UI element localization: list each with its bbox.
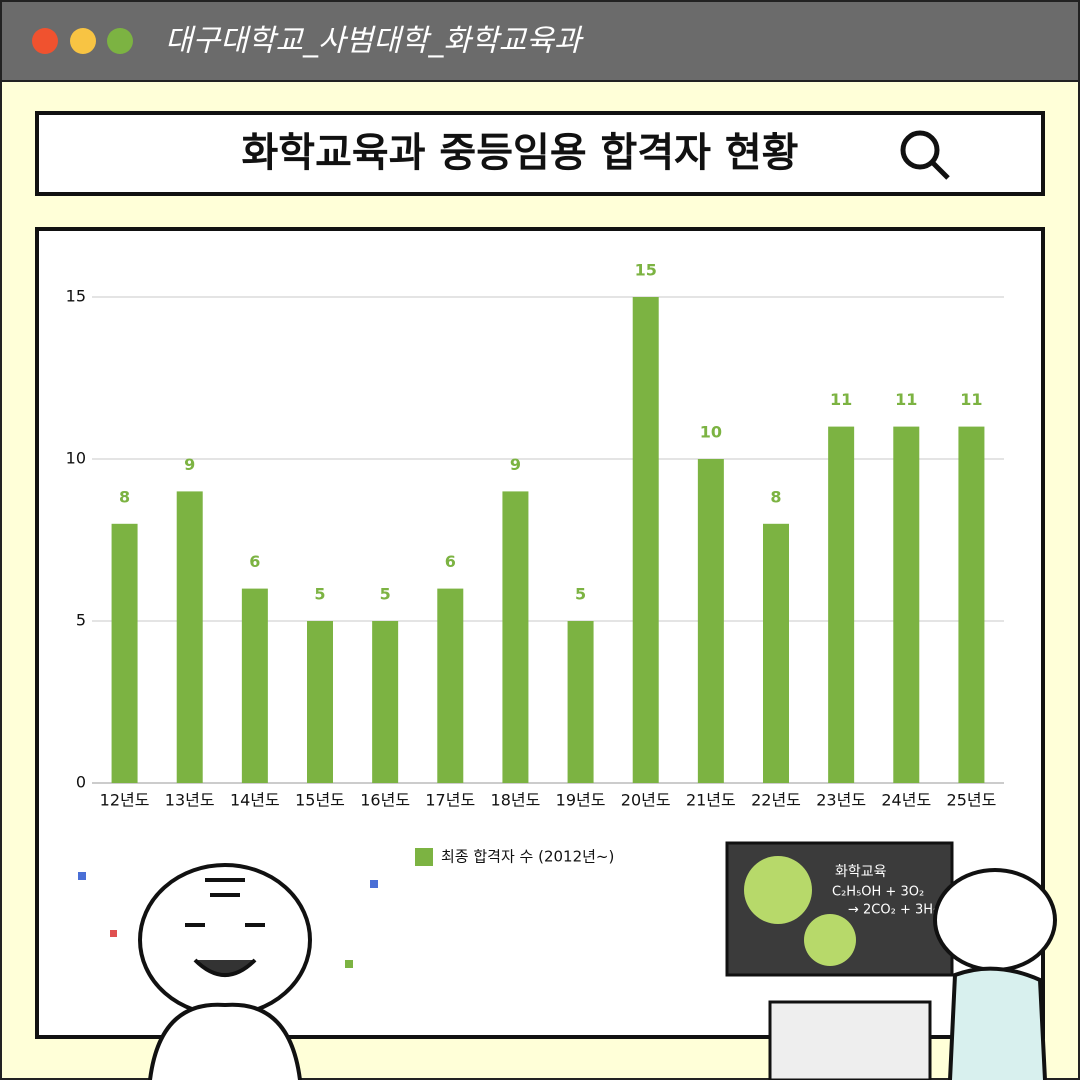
plot: 0 5 10 15 12년도 13년도 14년도 15년도 16년도 17년도 18년도 19년도 20… <box>66 261 1004 866</box>
bar <box>567 621 594 783</box>
x-tick-label: 16년도 <box>360 791 410 810</box>
bar <box>502 491 529 783</box>
x-tick-label: 24년도 <box>881 791 931 810</box>
window-dot[interactable] <box>107 28 133 54</box>
bar <box>893 426 920 783</box>
molecule <box>804 914 856 966</box>
page-title: 화학교육과 중등임용 합격자 현황 <box>242 130 799 176</box>
tiger-right <box>933 868 1057 1081</box>
x-tick-label: 18년도 <box>491 791 541 810</box>
x-tick-label: 15년도 <box>295 791 345 810</box>
bar <box>372 621 399 783</box>
y-tick-label: 15 <box>66 287 86 306</box>
value-label: 11 <box>830 390 852 409</box>
molecule <box>744 856 812 924</box>
bar <box>632 297 659 783</box>
x-tick-label: 25년도 <box>947 791 997 810</box>
x-tick-label: 20년도 <box>621 791 671 810</box>
bar <box>241 588 268 783</box>
legend-swatch <box>415 848 433 866</box>
y-tick-label: 5 <box>76 611 86 630</box>
x-tick-label: 13년도 <box>165 791 215 810</box>
bar <box>437 588 464 783</box>
value-label: 5 <box>575 585 586 604</box>
x-tick-label: 12년도 <box>100 791 150 810</box>
y-tick-label: 0 <box>76 773 86 792</box>
tiger-left <box>138 863 312 1081</box>
value-label: 6 <box>445 552 456 571</box>
value-label: 5 <box>314 585 325 604</box>
value-label: 5 <box>380 585 391 604</box>
confetti <box>78 872 378 968</box>
bar <box>697 459 724 783</box>
value-label: 10 <box>700 423 722 442</box>
value-label: 9 <box>184 455 195 474</box>
search-box[interactable] <box>35 111 1045 196</box>
search-icon[interactable] <box>900 130 950 180</box>
bar <box>111 523 138 783</box>
value-label: 8 <box>119 487 130 506</box>
bar <box>828 426 855 783</box>
bar <box>307 621 333 783</box>
x-tick-label: 14년도 <box>230 791 280 810</box>
window-dot[interactable] <box>70 28 96 54</box>
x-tick-label: 21년도 <box>686 791 736 810</box>
bar <box>176 491 203 783</box>
value-label: 6 <box>249 552 260 571</box>
value-label: 9 <box>510 455 521 474</box>
lab-desk <box>768 1000 932 1082</box>
window-dot[interactable] <box>32 28 58 54</box>
x-tick-label: 17년도 <box>425 791 475 810</box>
x-tick-label: 22년도 <box>751 791 801 810</box>
y-tick-label: 10 <box>66 449 86 468</box>
value-label: 15 <box>635 261 657 280</box>
value-label: 11 <box>895 390 917 409</box>
x-tick-label: 19년도 <box>556 791 606 810</box>
bar <box>958 426 985 783</box>
bar <box>763 523 789 783</box>
board-title: 화학교육 <box>835 864 887 880</box>
board-formula: C₂H₅OH + 3O₂ <box>832 885 924 900</box>
window-title: 대구대학교_사범대학_화학교육과 <box>165 24 584 59</box>
legend-label: 최종 합격자 수 (2012년~) <box>441 848 614 866</box>
value-label: 8 <box>770 487 781 506</box>
value-label: 11 <box>960 390 982 409</box>
board-formula: → 2CO₂ + 3H₂O <box>848 903 948 918</box>
title-bar <box>0 0 1080 82</box>
x-tick-label: 23년도 <box>816 791 866 810</box>
